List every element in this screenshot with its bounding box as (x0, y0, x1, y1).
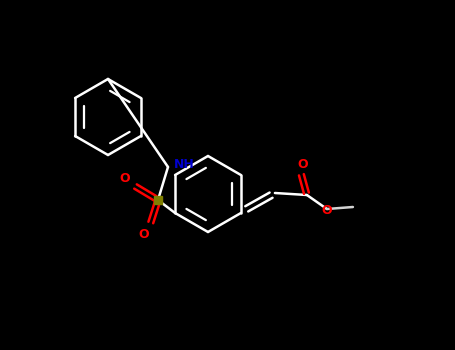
Text: O: O (139, 229, 149, 241)
Text: O: O (120, 173, 130, 186)
Text: O: O (322, 204, 332, 217)
Text: NH: NH (174, 158, 195, 170)
Text: O: O (298, 159, 308, 172)
